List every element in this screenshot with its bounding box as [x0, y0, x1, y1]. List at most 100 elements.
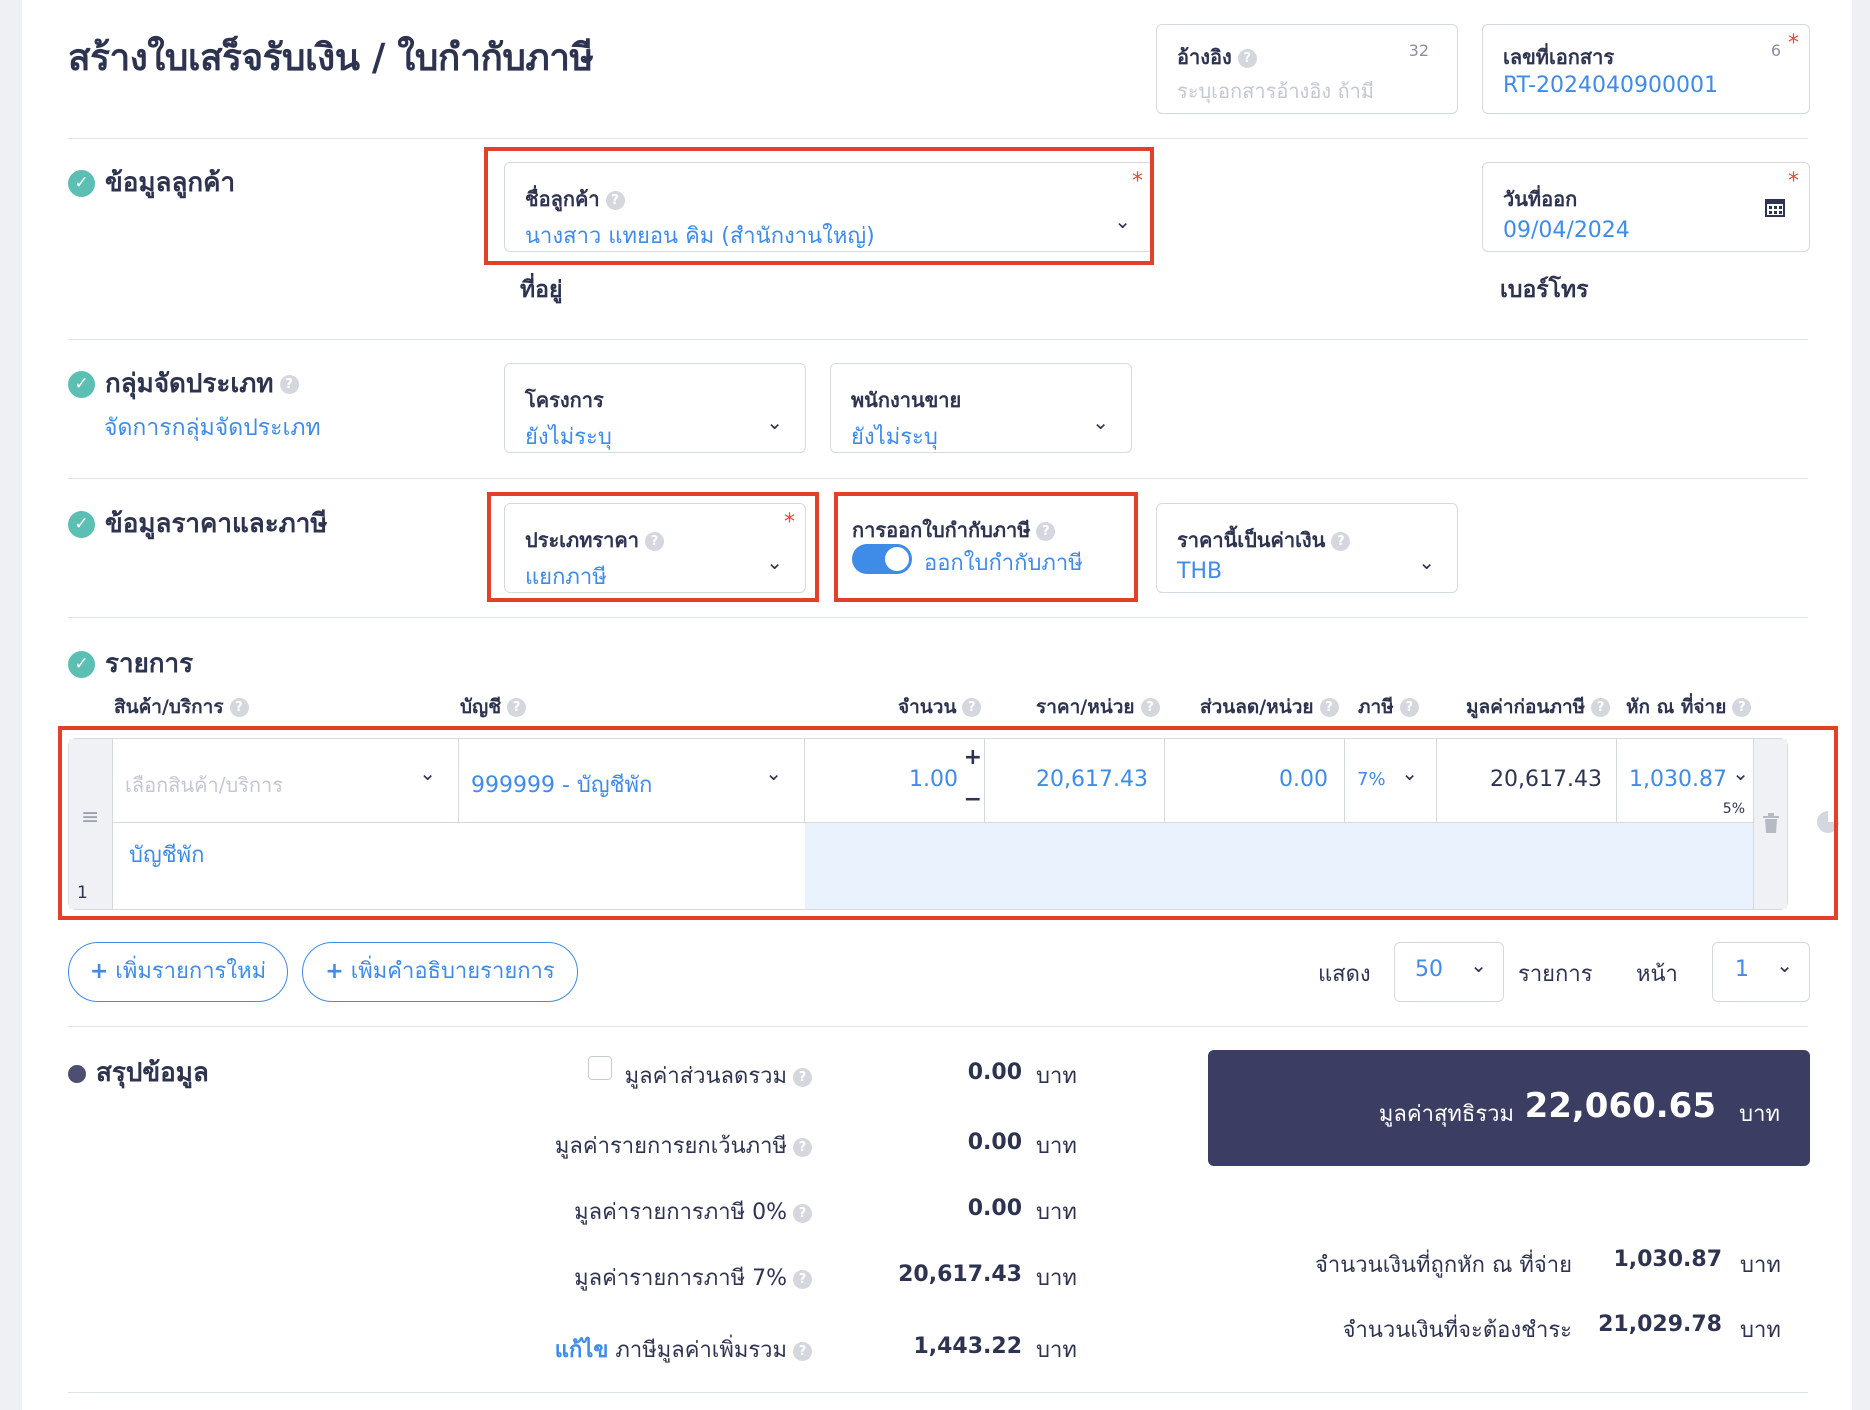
table-row: ≡ 1 เลือกสินค้า/บริการ ⌄ 999999 - บัญชีพ… [68, 738, 1788, 910]
product-select[interactable]: เลือกสินค้า/บริการ ⌄ [113, 739, 459, 823]
chevron-down-icon: ⌄ [1418, 550, 1435, 574]
unit-label: บาท [1740, 1318, 1781, 1343]
help-icon[interactable]: ? [793, 1269, 812, 1289]
currency-label: ราคานี้เป็นค่าเงิน [1177, 528, 1326, 552]
account-value: 999999 - บัญชีพัก [471, 773, 653, 798]
help-icon[interactable]: ? [1331, 532, 1351, 551]
help-icon[interactable]: ? [507, 698, 527, 717]
product-placeholder: เลือกสินค้า/บริการ [125, 773, 283, 797]
customer-name-value: นางสาว แทยอน คิม (สำนักงานใหญ่) [525, 224, 875, 249]
project-label: โครงการ [525, 388, 604, 412]
quantity-value[interactable]: 1.00 [909, 767, 958, 792]
payable-label: จำนวนเงินที่จะต้องชำระ [1342, 1318, 1572, 1343]
calendar-icon[interactable] [1765, 197, 1785, 217]
help-icon[interactable]: ? [1591, 698, 1611, 717]
row-index: 1 [77, 883, 88, 903]
net-total-value: 22,060.65 [1524, 1086, 1716, 1126]
help-icon[interactable]: ? [793, 1203, 812, 1223]
unit-price-input[interactable]: 20,617.43 [985, 739, 1165, 823]
column-account: บัญชี? [460, 692, 527, 722]
add-item-button[interactable]: + เพิ่มรายการใหม่ [68, 942, 288, 1002]
price-type-label: ประเภทราคา [525, 528, 639, 552]
salesperson-select[interactable]: พนักงานขาย ยังไม่ระบุ ⌄ [830, 363, 1132, 453]
help-icon[interactable]: ? [793, 1067, 812, 1087]
highlight-box [484, 147, 1154, 265]
withholding-rate: 5% [1722, 801, 1745, 817]
required-mark: * [784, 510, 795, 535]
row-handle[interactable]: ≡ 1 [69, 739, 113, 909]
divider [68, 1392, 1808, 1393]
help-icon[interactable]: ? [279, 375, 299, 394]
unit-label: บาท [1036, 1200, 1077, 1225]
chevron-down-icon: ⌄ [765, 761, 782, 785]
doc-number-input[interactable]: RT-2024040900001 [1503, 73, 1719, 98]
required-mark: * [1132, 169, 1143, 194]
help-icon[interactable]: ? [1036, 522, 1056, 541]
highlight-box [834, 492, 1138, 602]
pricing-section-title: ✓ ข้อมูลราคาและภาษี [68, 503, 328, 544]
issue-date-field[interactable]: วันที่ออก * 09/04/2024 [1482, 162, 1810, 252]
vat-select[interactable]: 7% ⌄ [1345, 739, 1437, 823]
reference-input[interactable]: ระบุเอกสารอ้างอิง ถ้ามี [1177, 79, 1374, 103]
help-icon[interactable]: ? [793, 1341, 812, 1361]
discount-total-checkbox[interactable] [588, 1056, 612, 1080]
check-icon: ✓ [68, 371, 95, 398]
reference-field[interactable]: อ้างอิง? 32 ระบุเอกสารอ้างอิง ถ้ามี [1156, 24, 1458, 114]
chevron-down-icon: ⌄ [1092, 410, 1109, 434]
help-icon[interactable]: ? [644, 532, 664, 551]
row-actions [1753, 739, 1787, 909]
help-icon[interactable]: ? [1732, 698, 1752, 717]
description-fill [805, 823, 1753, 909]
help-icon[interactable]: ? [1140, 698, 1160, 717]
tax-invoice-toggle[interactable] [852, 544, 912, 574]
project-select[interactable]: โครงการ ยังไม่ระบุ ⌄ [504, 363, 806, 453]
unit-label: บาท [1036, 1064, 1077, 1089]
account-select[interactable]: 999999 - บัญชีพัก ⌄ [459, 739, 805, 823]
quantity-stepper[interactable]: 1.00 + − [805, 739, 985, 823]
bullet-icon [68, 1064, 86, 1083]
phone-label: เบอร์โทร [1500, 277, 1589, 303]
currency-select[interactable]: ราคานี้เป็นค่าเงิน? THB ⌄ [1156, 503, 1458, 593]
help-icon[interactable]: ? [1237, 49, 1257, 68]
check-icon: ✓ [68, 651, 95, 678]
page-number-select[interactable]: 1 ⌄ [1712, 942, 1810, 1002]
vat-total-value: 1,443.22 [913, 1334, 1022, 1359]
help-icon[interactable]: ? [962, 698, 982, 717]
chevron-down-icon: ⌄ [766, 410, 783, 434]
zero-rate-label: มูลค่ารายการภาษี 0% [574, 1200, 787, 1225]
description-cell[interactable]: บัญชีพัก [113, 823, 805, 909]
tax-invoice-label: การออกใบกำกับภาษี [852, 518, 1031, 542]
price-type-select[interactable]: ประเภทราคา? * แยกภาษี ⌄ [504, 503, 806, 593]
doc-number-counter: 6 [1770, 41, 1781, 60]
minus-icon[interactable]: − [963, 787, 982, 812]
chevron-down-icon: ⌄ [419, 761, 436, 785]
edit-vat-link[interactable]: แก้ไข [554, 1338, 609, 1363]
trash-icon[interactable] [1762, 813, 1780, 833]
divider [68, 339, 1808, 340]
issue-date-label: วันที่ออก [1503, 187, 1578, 211]
unit-label: บาท [1739, 1102, 1780, 1127]
customer-name-select[interactable]: ชื่อลูกค้า? * นางสาว แทยอน คิม (สำนักงาน… [504, 162, 1154, 252]
help-icon[interactable]: ? [1319, 698, 1339, 717]
discount-input[interactable]: 0.00 [1165, 739, 1345, 823]
column-pre-tax: มูลค่าก่อนภาษี? [1466, 692, 1611, 722]
unit-price-value: 20,617.43 [1036, 767, 1148, 792]
help-icon[interactable]: ? [229, 698, 249, 717]
page-size-select[interactable]: 50 ⌄ [1394, 942, 1504, 1002]
description-value[interactable]: บัญชีพัก [129, 843, 205, 868]
doc-number-label: เลขที่เอกสาร [1503, 45, 1615, 69]
doc-number-field[interactable]: เลขที่เอกสาร 6 * RT-2024040900001 [1482, 24, 1810, 114]
issue-date-value[interactable]: 09/04/2024 [1503, 218, 1630, 243]
add-description-button[interactable]: + เพิ่มคำอธิบายรายการ [302, 942, 578, 1002]
withholding-select[interactable]: 1,030.87 ⌄ 5% [1617, 739, 1753, 823]
manage-classification-link[interactable]: จัดการกลุ่มจัดประเภท [104, 415, 321, 441]
help-icon[interactable]: ? [793, 1137, 812, 1157]
help-icon[interactable]: ? [605, 191, 625, 210]
salesperson-label: พนักงานขาย [851, 388, 962, 412]
net-total-box: มูลค่าสุทธิรวม 22,060.65 บาท [1208, 1050, 1810, 1166]
pre-tax-value: 20,617.43 [1490, 767, 1602, 792]
plus-icon[interactable]: + [963, 745, 982, 770]
unit-label: บาท [1740, 1253, 1781, 1278]
required-mark: * [1788, 31, 1799, 56]
help-icon[interactable]: ? [1399, 698, 1419, 717]
